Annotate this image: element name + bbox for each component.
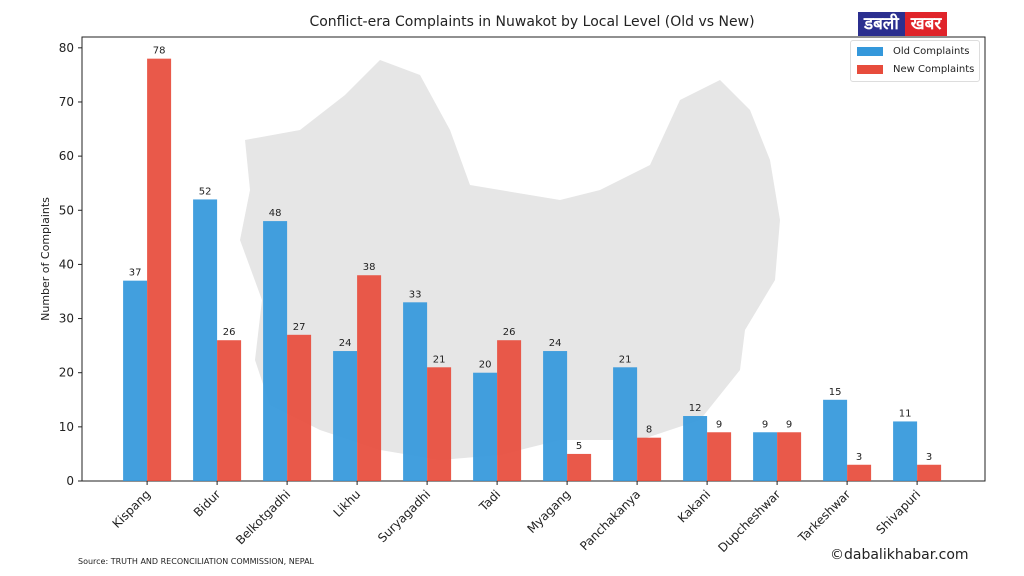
bar-new xyxy=(777,432,802,481)
data-label: 26 xyxy=(503,327,516,338)
legend-label-old: Old Complaints xyxy=(893,45,970,57)
x-tick-label: Myagang xyxy=(524,487,573,536)
bar-new xyxy=(357,275,382,481)
data-label: 11 xyxy=(899,408,912,419)
copyright: ©dabalikhabar.com xyxy=(830,547,969,563)
data-label: 9 xyxy=(786,419,792,430)
y-tick-label: 70 xyxy=(59,95,74,109)
y-tick-label: 20 xyxy=(59,366,74,380)
bar-old xyxy=(823,399,848,481)
data-label: 24 xyxy=(549,338,562,349)
x-tick-label: Shivapuri xyxy=(873,487,923,537)
bar-new xyxy=(217,340,242,481)
logo: डबली खबर xyxy=(858,12,948,36)
x-tick-label: Likhu xyxy=(331,487,364,520)
y-tick-label: 60 xyxy=(59,149,74,163)
bar-old xyxy=(473,372,498,481)
y-tick-label: 0 xyxy=(66,474,74,488)
bar-new xyxy=(287,334,312,481)
bar-old xyxy=(543,351,568,481)
bar-new xyxy=(707,432,732,481)
bar-new xyxy=(637,437,662,481)
x-tick-label: Kakani xyxy=(675,487,713,525)
bar-old xyxy=(753,432,778,481)
logo-part-1: डबली xyxy=(858,12,905,36)
legend-item-old: Old Complaints xyxy=(857,43,979,59)
data-label: 20 xyxy=(479,360,492,371)
bar-old xyxy=(613,367,638,481)
bar-old xyxy=(263,221,288,481)
legend-swatch-new xyxy=(857,64,883,74)
bar-old xyxy=(893,421,918,481)
bar-old xyxy=(333,351,358,481)
bar-old xyxy=(403,302,428,481)
bar-new xyxy=(427,367,452,481)
bar-new xyxy=(147,58,172,481)
x-tick-label: Tadi xyxy=(476,487,503,514)
bar-new xyxy=(497,340,522,481)
x-tick-label: Suryagadhi xyxy=(375,487,433,545)
data-label: 21 xyxy=(619,354,632,365)
data-label: 8 xyxy=(646,425,652,436)
bar-new xyxy=(567,453,592,481)
bar-old xyxy=(123,280,148,481)
y-axis-label: Number of Complaints xyxy=(39,197,52,321)
data-label: 24 xyxy=(339,338,352,349)
data-label: 33 xyxy=(409,289,422,300)
y-tick-label: 80 xyxy=(59,41,74,55)
x-tick-label: Belkotgadhi xyxy=(233,487,293,547)
bar-old xyxy=(193,199,218,481)
bar-new xyxy=(847,464,872,481)
source-note: Source: TRUTH AND RECONCILIATION COMMISS… xyxy=(78,557,314,566)
data-label: 27 xyxy=(293,322,306,333)
legend: Old Complaints New Complaints xyxy=(850,40,980,82)
bar-new xyxy=(917,464,942,481)
y-tick-label: 50 xyxy=(59,203,74,217)
data-label: 48 xyxy=(269,208,282,219)
bar-old xyxy=(683,416,708,481)
y-tick-label: 10 xyxy=(59,420,74,434)
data-label: 3 xyxy=(926,452,932,463)
data-label: 3 xyxy=(856,452,862,463)
legend-item-new: New Complaints xyxy=(857,61,979,77)
plot-frame xyxy=(81,36,986,482)
data-label: 26 xyxy=(223,327,236,338)
data-label: 37 xyxy=(129,268,142,279)
x-tick-label: Tarkeshwar xyxy=(795,487,853,545)
logo-part-2: खबर xyxy=(904,12,948,36)
data-label: 9 xyxy=(716,419,722,430)
data-label: 9 xyxy=(762,419,768,430)
y-tick-label: 30 xyxy=(59,312,74,326)
chart-title: Conflict-era Complaints in Nuwakot by Lo… xyxy=(309,14,755,30)
x-tick-label: Kispang xyxy=(110,487,154,531)
legend-swatch-old xyxy=(857,46,883,56)
legend-label-new: New Complaints xyxy=(893,63,975,75)
data-label: 15 xyxy=(829,387,842,398)
data-label: 12 xyxy=(689,403,702,414)
x-tick-label: Bidur xyxy=(191,487,223,519)
data-label: 5 xyxy=(576,441,582,452)
y-tick-label: 40 xyxy=(59,257,74,271)
data-label: 78 xyxy=(153,46,166,57)
data-label: 38 xyxy=(363,262,376,273)
x-tick-label: Dupcheshwar xyxy=(715,487,783,555)
data-label: 52 xyxy=(199,186,212,197)
data-label: 21 xyxy=(433,354,446,365)
x-tick-label: Panchakanya xyxy=(577,487,643,553)
